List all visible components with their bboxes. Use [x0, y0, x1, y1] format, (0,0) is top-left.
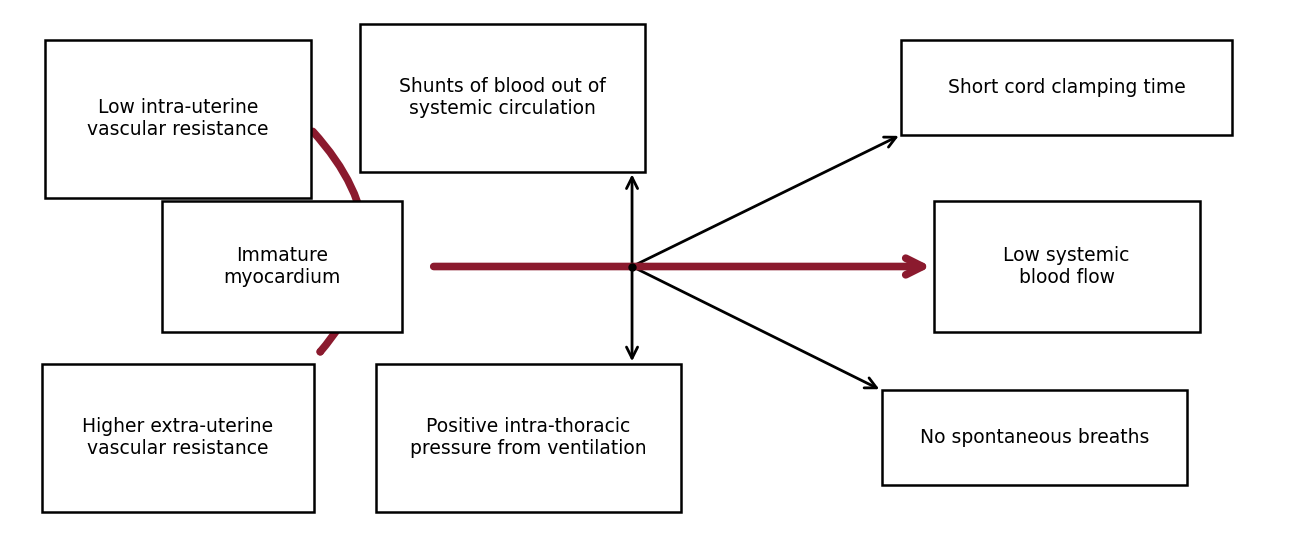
Text: Low intra-uterine
vascular resistance: Low intra-uterine vascular resistance — [87, 98, 268, 139]
Text: Immature
myocardium: Immature myocardium — [223, 246, 340, 287]
FancyBboxPatch shape — [882, 391, 1187, 486]
FancyBboxPatch shape — [375, 364, 680, 512]
Text: Short cord clamping time: Short cord clamping time — [947, 78, 1186, 96]
Text: Low systemic
blood flow: Low systemic blood flow — [1003, 246, 1130, 287]
Text: Shunts of blood out of
systemic circulation: Shunts of blood out of systemic circulat… — [399, 77, 606, 118]
FancyBboxPatch shape — [360, 24, 645, 172]
Text: No spontaneous breaths: No spontaneous breaths — [920, 429, 1149, 447]
Text: Positive intra-thoracic
pressure from ventilation: Positive intra-thoracic pressure from ve… — [410, 417, 646, 458]
FancyBboxPatch shape — [42, 364, 314, 512]
FancyBboxPatch shape — [934, 200, 1200, 333]
FancyBboxPatch shape — [902, 39, 1233, 135]
Text: Higher extra-uterine
vascular resistance: Higher extra-uterine vascular resistance — [82, 417, 274, 458]
FancyArrowPatch shape — [313, 132, 365, 352]
FancyBboxPatch shape — [44, 39, 311, 198]
FancyBboxPatch shape — [162, 200, 401, 333]
